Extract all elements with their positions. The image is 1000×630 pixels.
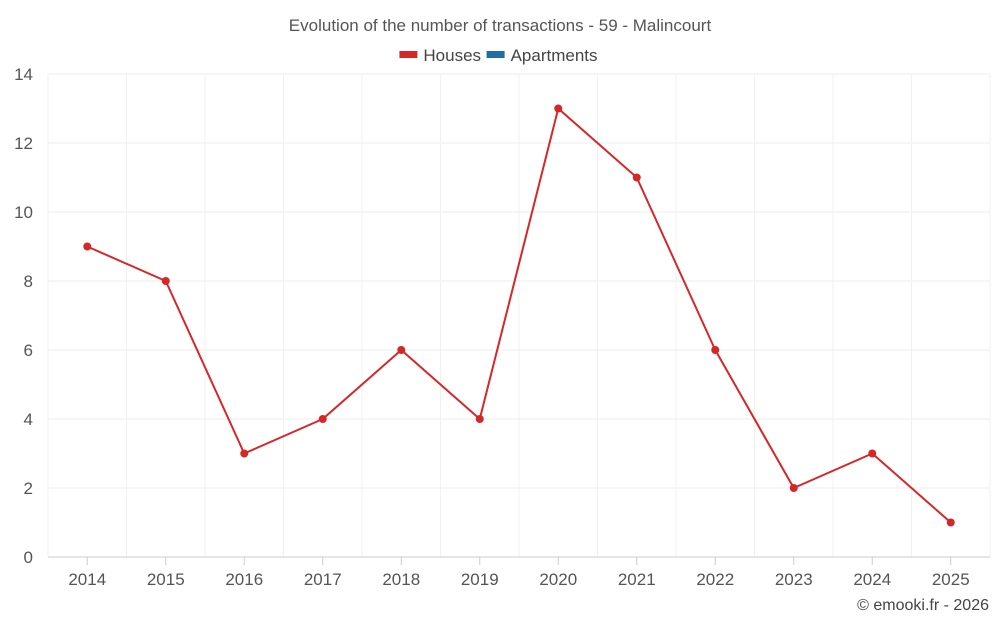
series-group: [83, 104, 955, 527]
y-tick-label: 2: [24, 479, 33, 498]
data-point: [397, 346, 406, 354]
data-point: [789, 484, 798, 492]
y-tick-label: 4: [24, 410, 33, 429]
legend-label: Apartments: [511, 46, 598, 65]
legend-swatch: [486, 51, 505, 58]
x-tick-label: 2025: [932, 570, 970, 589]
x-tick-label: 2021: [618, 570, 656, 589]
credit-text: © emooki.fr - 2026: [857, 597, 989, 614]
grid: [47, 73, 991, 557]
x-tick-label: 2015: [147, 570, 185, 589]
data-point: [554, 104, 563, 113]
x-tick-label: 2020: [539, 570, 577, 589]
y-tick-label: 10: [14, 203, 33, 222]
data-point: [240, 449, 249, 458]
data-point: [711, 346, 720, 354]
legend: Houses Apartments: [399, 46, 598, 65]
y-tick-label: 8: [24, 272, 33, 291]
x-tick-label: 2018: [382, 570, 420, 589]
data-point: [161, 277, 170, 285]
x-tick-label: 2022: [696, 570, 734, 589]
x-tick-label: 2019: [461, 570, 499, 589]
y-tick-label: 6: [24, 341, 33, 360]
data-point: [632, 173, 641, 182]
legend-label: Houses: [423, 46, 481, 65]
data-point: [868, 449, 877, 458]
data-point: [318, 415, 327, 423]
data-point: [83, 242, 92, 251]
y-tick-label: 12: [14, 134, 33, 153]
x-tick-label: 2014: [68, 570, 106, 589]
legend-swatch: [399, 51, 418, 58]
y-tick-label: 0: [24, 548, 33, 567]
x-tick-label: 2017: [304, 570, 342, 589]
x-tick-label: 2024: [853, 570, 891, 589]
chart-title: Evolution of the number of transactions …: [289, 16, 712, 35]
data-point: [475, 415, 484, 423]
axes: 0 2 4 6 8 10 12 14 2014 2015 2016 2017 2018 2019 2020 2…: [14, 65, 990, 589]
series-line: [86, 107, 952, 524]
y-tick-label: 14: [14, 65, 33, 84]
data-point: [946, 518, 955, 527]
x-tick-label: 2016: [225, 570, 263, 589]
x-tick-label: 2023: [775, 570, 813, 589]
